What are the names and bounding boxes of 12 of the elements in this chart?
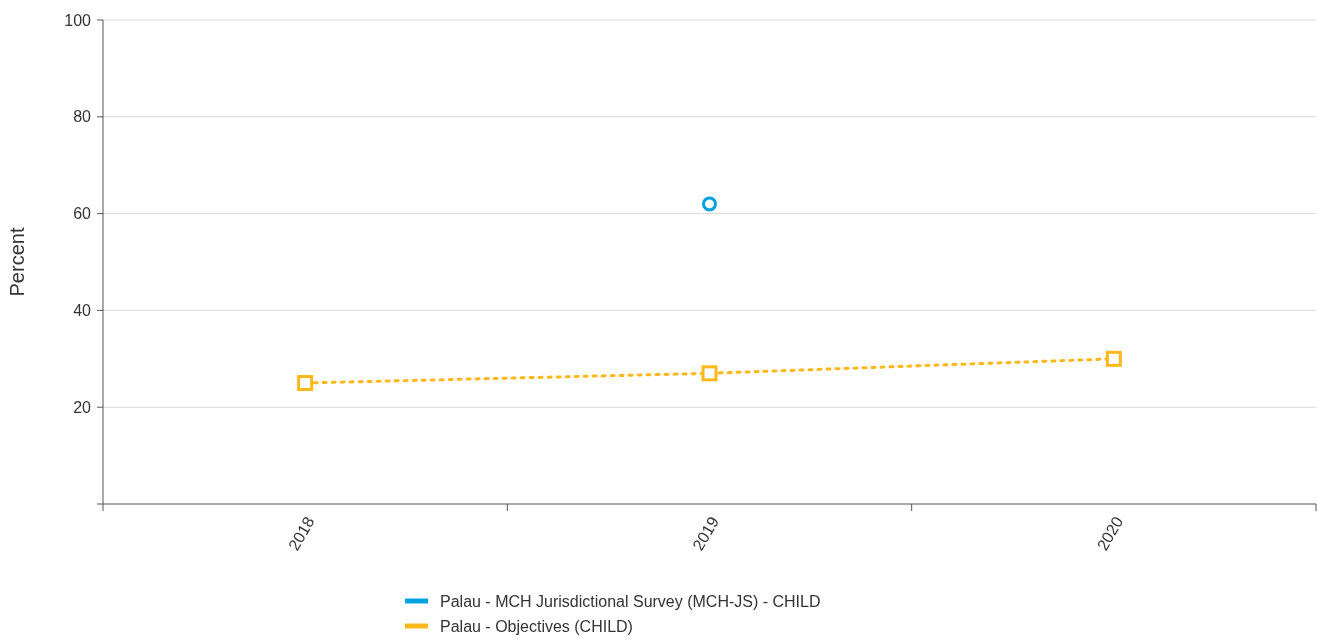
y-axis-title: Percent bbox=[6, 227, 28, 297]
legend-label: Palau - MCH Jurisdictional Survey (MCH-JS) - CHILD bbox=[440, 592, 821, 610]
point bbox=[297, 375, 314, 391]
point bbox=[1105, 350, 1122, 367]
y-tick-label: 100 bbox=[64, 11, 92, 29]
y-tick-label: 20 bbox=[73, 398, 92, 416]
legend-label: Palau - Objectives (CHILD) bbox=[440, 617, 633, 635]
y-tick-label: 40 bbox=[73, 302, 92, 319]
y-tick-label: 80 bbox=[73, 108, 92, 126]
point bbox=[701, 365, 718, 382]
point bbox=[702, 196, 717, 212]
y-tick-label: 60 bbox=[73, 205, 92, 223]
